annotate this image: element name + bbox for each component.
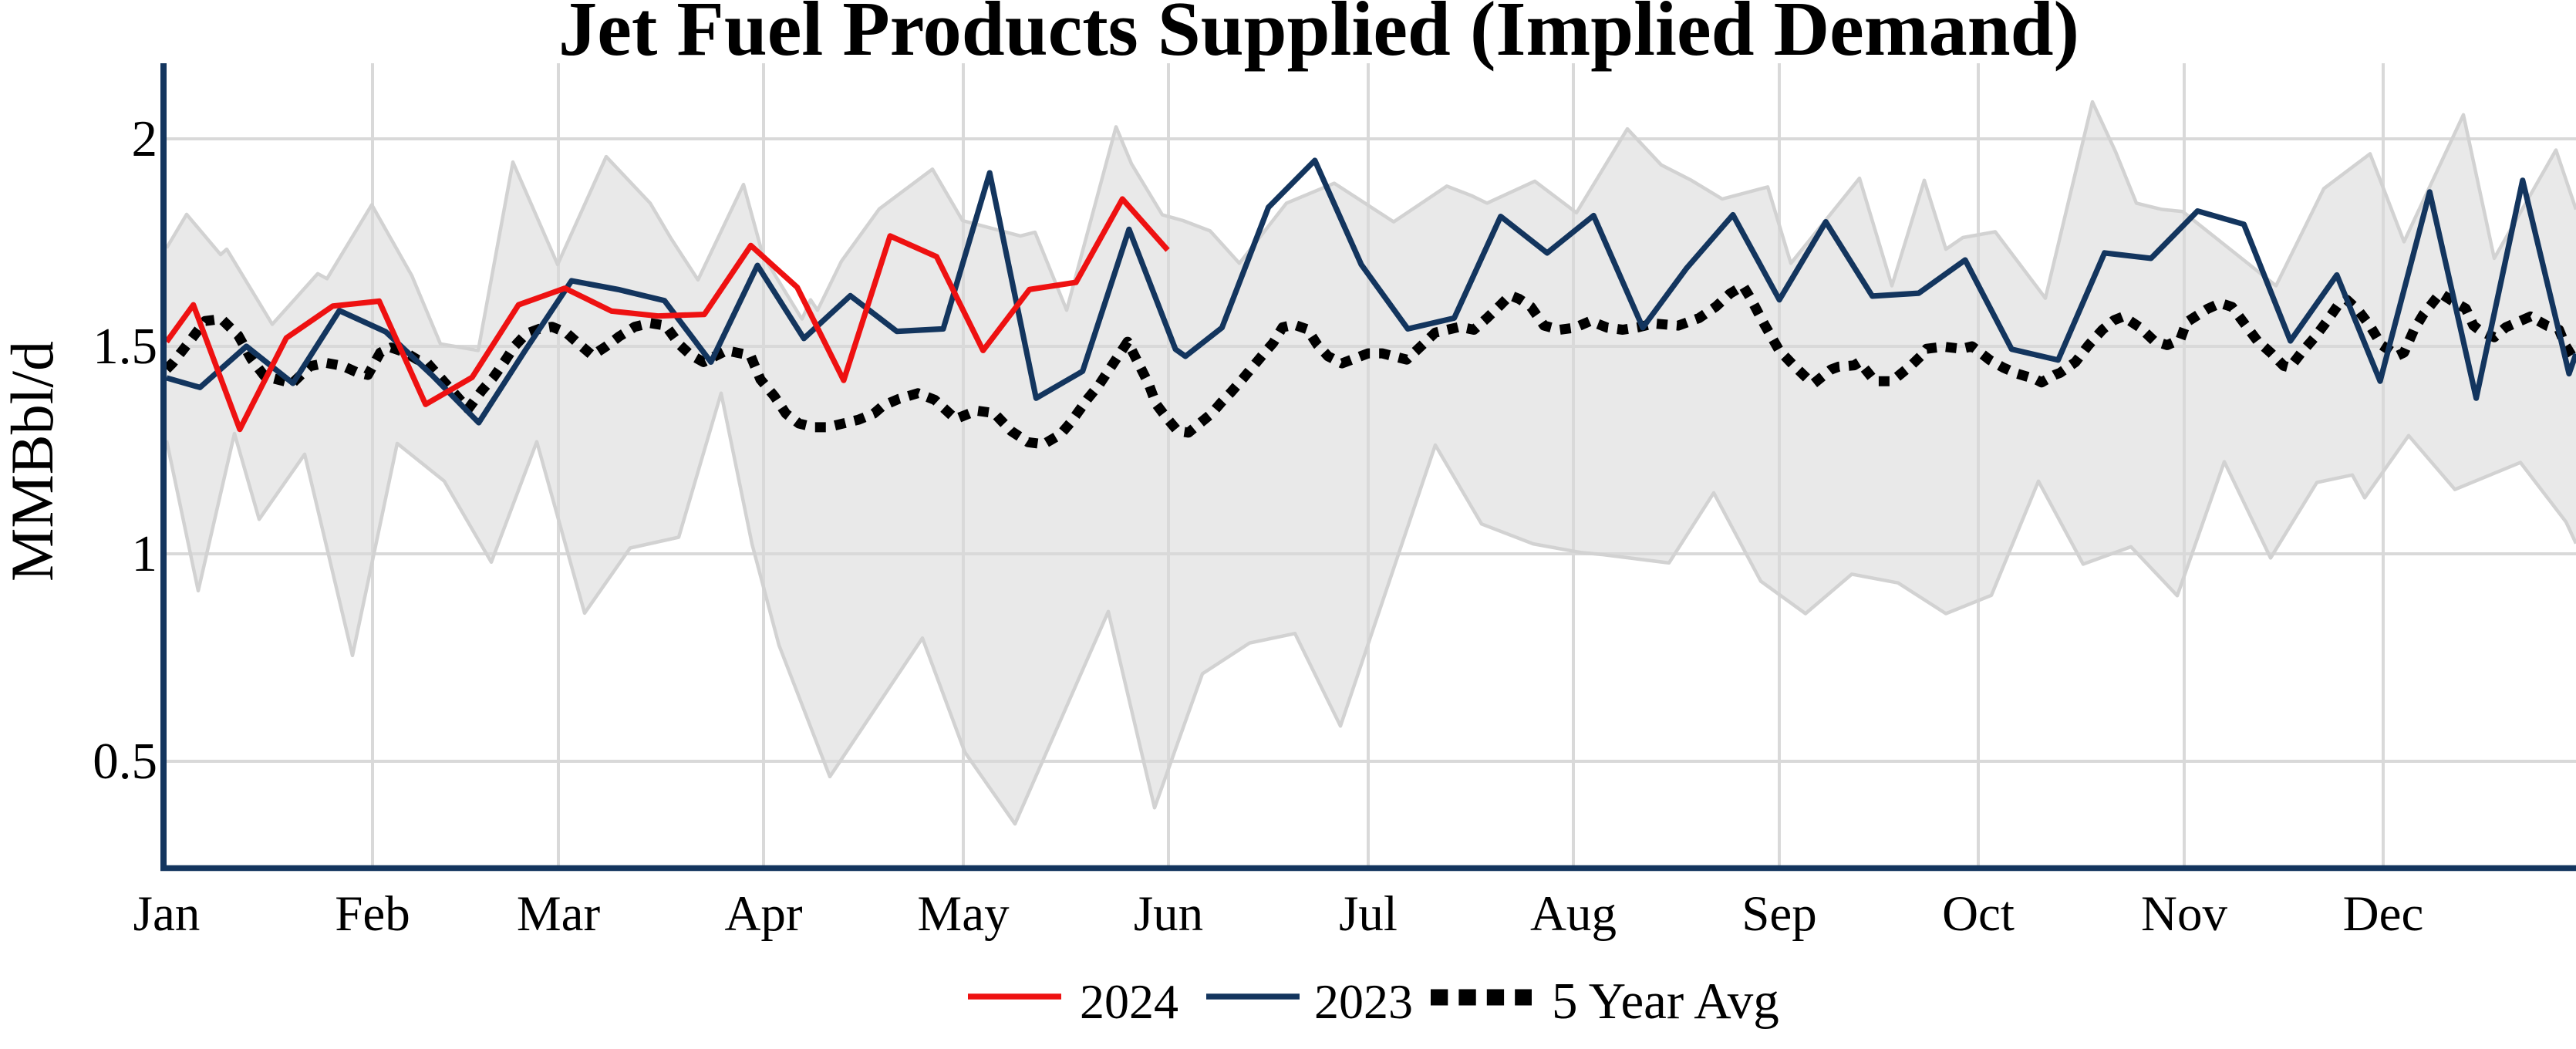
svg-text:0.5: 0.5 xyxy=(93,733,157,790)
svg-text:Jet Fuel Products Supplied (Im: Jet Fuel Products Supplied (Implied Dema… xyxy=(558,0,2079,72)
svg-text:Aug: Aug xyxy=(1530,886,1617,942)
svg-text:May: May xyxy=(917,886,1010,942)
svg-text:Jun: Jun xyxy=(1134,886,1203,942)
svg-text:Apr: Apr xyxy=(724,886,802,942)
svg-text:Nov: Nov xyxy=(2141,886,2227,942)
svg-text:1: 1 xyxy=(132,525,158,582)
svg-text:2024: 2024 xyxy=(1080,974,1178,1029)
svg-text:1.5: 1.5 xyxy=(93,318,157,375)
svg-text:Jul: Jul xyxy=(1339,886,1398,942)
svg-text:MMBbl/d: MMBbl/d xyxy=(0,341,66,582)
svg-text:Jan: Jan xyxy=(133,886,201,942)
svg-text:Dec: Dec xyxy=(2343,886,2424,942)
svg-text:Feb: Feb xyxy=(335,886,410,942)
svg-text:Mar: Mar xyxy=(517,886,601,942)
svg-text:Oct: Oct xyxy=(1942,886,2015,942)
svg-text:2023: 2023 xyxy=(1314,974,1413,1029)
svg-text:2: 2 xyxy=(132,110,158,167)
svg-text:Sep: Sep xyxy=(1741,886,1817,942)
svg-text:5 Year Avg: 5 Year Avg xyxy=(1552,973,1779,1030)
